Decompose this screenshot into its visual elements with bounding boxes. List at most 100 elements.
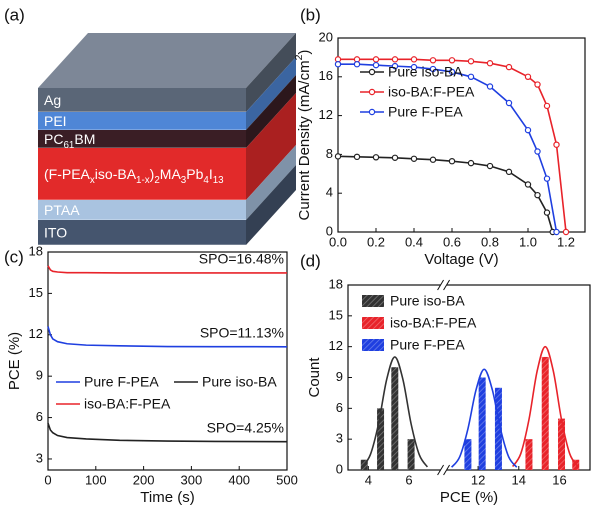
layer-side	[246, 145, 296, 220]
point-marker	[524, 73, 532, 81]
x-tick-label: 4	[365, 472, 372, 487]
point-marker	[486, 162, 494, 170]
layer-label-part: MA	[160, 166, 182, 182]
point-marker	[391, 154, 399, 161]
x-tick-label: 12	[471, 472, 485, 487]
point-marker	[353, 60, 361, 68]
legend-label: Pure iso-BA	[202, 374, 277, 390]
layer-front	[38, 200, 246, 220]
y-axis-label-part: PCE (%)	[6, 332, 23, 390]
y-axis-label-part: Count	[306, 357, 323, 398]
layer-side	[246, 33, 296, 112]
legend-swatch	[362, 317, 384, 329]
y-tick-label: 12	[319, 107, 333, 122]
axis-break-gap	[440, 467, 447, 473]
layer-side	[246, 57, 296, 130]
legend-label: iso-BA:F-PEA	[84, 396, 171, 412]
bar	[541, 356, 549, 470]
point-marker	[543, 102, 551, 110]
series-line	[337, 155, 554, 233]
point-marker	[467, 159, 475, 167]
point-marker	[334, 60, 342, 68]
panel-label: (a)	[4, 5, 25, 24]
layer-label-part: )	[150, 166, 155, 182]
point-marker	[562, 228, 570, 236]
bar	[391, 367, 399, 470]
layer-label-part: 1-x	[136, 175, 150, 186]
y-tick-label: 15	[29, 285, 43, 300]
point-marker	[524, 126, 532, 134]
legend-label: Pure F-PEA	[388, 104, 463, 120]
axis-break	[443, 464, 450, 476]
layer-label-part: Ag	[44, 92, 61, 108]
y-tick-label: 4	[326, 185, 333, 200]
layer-label: PEI	[44, 113, 67, 129]
y-tick-label: 15	[329, 307, 343, 322]
legend-swatch	[362, 339, 384, 351]
panel-label: (d)	[300, 251, 321, 270]
y-axis-label-part: Current Density (mA/cm	[296, 60, 313, 220]
point-marker	[410, 63, 418, 71]
layer-label: PC61BM	[44, 131, 95, 151]
x-tick-label: 400	[228, 472, 250, 487]
annotation: SPO=11.13%	[200, 324, 284, 340]
panel-label: (c)	[4, 247, 24, 266]
x-axis-label-part: Voltage (V)	[424, 251, 498, 268]
legend-label: Pure iso-BA	[390, 293, 465, 309]
y-tick-label: 9	[336, 369, 343, 384]
point-marker	[524, 181, 532, 188]
y-tick-label: 9	[36, 368, 43, 383]
axis-break	[437, 464, 444, 476]
x-axis-label-part: Time (s)	[140, 489, 194, 506]
point-marker	[505, 168, 513, 176]
x-tick-label: 1.2	[557, 234, 575, 249]
x-tick-label: 0.8	[481, 234, 499, 249]
layer-label-part: PEI	[44, 113, 67, 129]
point-marker	[553, 228, 560, 236]
x-tick-label: 500	[276, 472, 298, 487]
layer-label-part: ITO	[44, 224, 67, 240]
layer-label-part: 3	[181, 175, 187, 186]
y-tick-label: 18	[329, 276, 343, 291]
point-marker	[553, 141, 560, 148]
layer-label-part: 2	[154, 175, 159, 186]
x-axis-label: Time (s)	[140, 489, 194, 506]
layer-label: PTAA	[44, 202, 80, 218]
legend-label: Pure iso-BA	[388, 64, 463, 80]
y-tick-label: 16	[319, 68, 333, 83]
layer-side	[246, 75, 296, 148]
point-marker	[429, 57, 437, 64]
point-marker	[391, 56, 399, 63]
layer-label: ITO	[44, 224, 67, 240]
legend-marker	[368, 108, 376, 116]
layer-side	[246, 93, 296, 200]
x-tick-label: 200	[133, 472, 155, 487]
point-marker	[467, 73, 475, 81]
layer-label-part: (F-PEA	[44, 166, 91, 182]
legend-label: Pure F-PEA	[390, 337, 465, 353]
layer-label-part: x	[90, 175, 95, 186]
x-tick-label: 0.2	[367, 234, 385, 249]
x-tick-label: 1.0	[519, 234, 537, 249]
x-tick-label: 16	[552, 472, 566, 487]
bar	[407, 439, 415, 470]
x-tick-label: 0.4	[405, 234, 423, 249]
layer-top	[38, 33, 296, 88]
y-tick-label: 3	[336, 431, 343, 446]
y-axis-label-part: 2	[293, 54, 305, 60]
y-tick-label: 20	[319, 29, 333, 44]
point-marker	[505, 63, 513, 71]
point-marker	[410, 155, 418, 162]
series-line	[47, 265, 287, 274]
layer-front	[38, 130, 246, 148]
point-marker	[429, 65, 437, 73]
legend-label: Pure F-PEA	[84, 374, 159, 390]
x-tick-label: 0.0	[329, 234, 347, 249]
point-marker	[334, 153, 342, 160]
layer-front	[38, 148, 246, 200]
point-marker	[429, 156, 437, 163]
layer-front	[38, 112, 246, 130]
y-axis-label-part: )	[296, 50, 313, 55]
fit-curve	[361, 356, 429, 468]
point-marker	[353, 153, 361, 161]
